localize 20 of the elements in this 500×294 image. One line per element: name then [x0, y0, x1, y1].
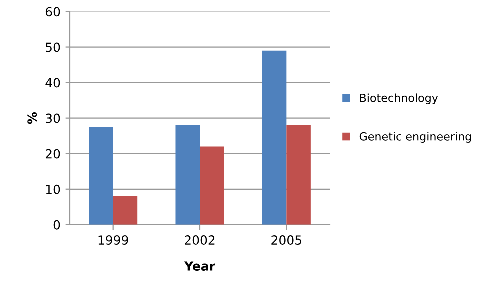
bar: [262, 50, 287, 225]
x-axis-title: Year: [184, 262, 216, 271]
bar: [113, 196, 138, 225]
legend-label: Biotechnology: [360, 94, 438, 104]
x-tick-label: 2005: [272, 236, 302, 245]
y-tick-label: 60: [46, 7, 60, 17]
y-tick-label: 30: [46, 114, 60, 124]
y-axis-title: %: [28, 112, 38, 124]
bar: [200, 146, 224, 225]
bar: [89, 127, 114, 225]
bar: [286, 125, 311, 225]
y-tick-label: 50: [46, 42, 60, 52]
y-tick-label: 40: [46, 78, 60, 88]
y-tick-label: 0: [54, 220, 60, 230]
y-tick-label: 10: [46, 184, 60, 194]
x-tick-label: 1999: [98, 236, 128, 245]
x-tick-label: 2002: [185, 236, 215, 245]
y-tick-label: 20: [46, 149, 60, 159]
legend-label: Genetic engineering: [360, 132, 472, 143]
bar: [176, 125, 200, 225]
